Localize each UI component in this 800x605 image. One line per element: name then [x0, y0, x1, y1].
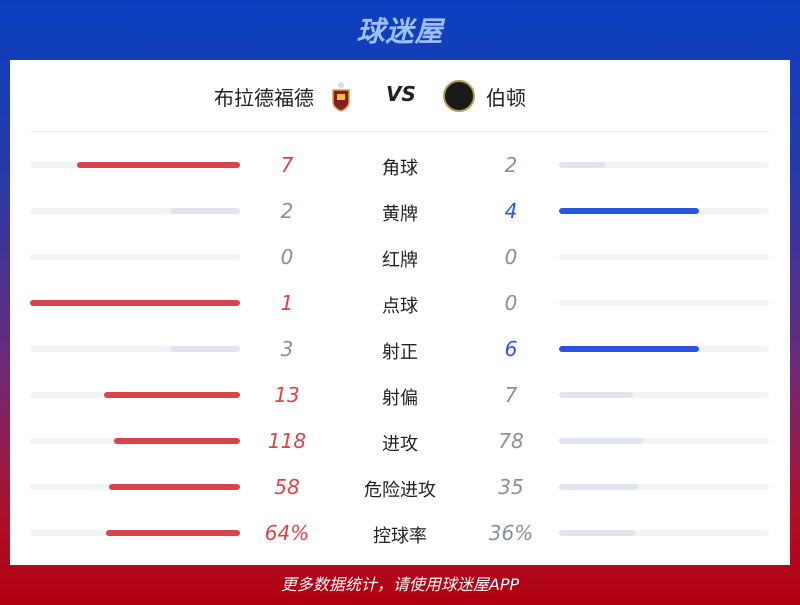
home-team-crest-icon	[332, 82, 350, 112]
stat-label: 射正	[382, 342, 418, 363]
home-bar-track	[30, 392, 240, 398]
stat-row: 1 点球 0	[10, 289, 790, 319]
home-value: 118	[267, 429, 307, 453]
away-bar-fill	[559, 438, 643, 444]
away-value: 2	[504, 153, 518, 177]
away-bar-track	[559, 392, 769, 398]
home-bar-fill	[103, 392, 240, 398]
home-bar-track	[30, 162, 240, 168]
away-bar-fill	[559, 530, 635, 536]
home-bar-track	[30, 438, 240, 444]
stat-row: 7 角球 2	[10, 151, 790, 181]
away-bar-fill	[559, 208, 699, 214]
home-bar-track	[30, 208, 240, 214]
home-value: 13	[274, 383, 300, 407]
home-value: 58	[274, 475, 300, 499]
home-bar-fill	[76, 162, 240, 168]
home-bar-fill	[30, 300, 240, 306]
away-bar-track	[559, 484, 769, 490]
away-bar-track	[559, 162, 769, 168]
home-value: 7	[280, 153, 294, 177]
stat-label: 控球率	[373, 526, 427, 547]
stat-label: 角球	[382, 158, 418, 179]
home-value: 2	[280, 199, 294, 223]
away-bar-fill	[559, 392, 633, 398]
home-bar-track	[30, 346, 240, 352]
away-bar-fill	[559, 484, 639, 490]
away-value: 78	[498, 429, 524, 453]
away-value: 36%	[488, 521, 534, 545]
divider	[30, 131, 770, 132]
away-bar-track	[559, 530, 769, 536]
away-value: 0	[504, 245, 518, 269]
home-bar-track	[30, 484, 240, 490]
away-value: 6	[504, 337, 518, 361]
away-bar-track	[559, 346, 769, 352]
home-bar-fill	[113, 438, 240, 444]
away-team-name: 伯顿	[486, 86, 526, 110]
brand-logo: 球迷屋	[356, 15, 444, 48]
stat-label: 危险进攻	[364, 480, 436, 501]
footer-promo[interactable]: 更多数据统计，请使用球迷屋APP	[280, 575, 520, 594]
home-value: 64%	[264, 521, 310, 545]
home-bar-fill	[170, 346, 240, 352]
stat-label: 射偏	[382, 388, 418, 409]
stat-row: 3 射正 6	[10, 335, 790, 365]
away-value: 35	[498, 475, 524, 499]
home-bar-track	[30, 530, 240, 536]
stat-row: 13 射偏 7	[10, 381, 790, 411]
away-bar-fill	[559, 346, 699, 352]
stats-card: 布拉德福德 VS 伯顿 7 角球 2 2 黄牌 4 0 红牌 0 1 点球 0 …	[10, 60, 790, 565]
stat-row: 0 红牌 0	[10, 243, 790, 273]
away-value: 4	[504, 199, 518, 223]
away-bar-track	[559, 300, 769, 306]
stat-label: 黄牌	[382, 204, 418, 225]
away-bar-track	[559, 254, 769, 260]
stat-label: 进攻	[382, 434, 418, 455]
away-bar-fill	[559, 162, 606, 168]
stat-label: 红牌	[382, 250, 418, 271]
home-bar-track	[30, 300, 240, 306]
home-value: 1	[280, 291, 294, 315]
stat-row: 118 进攻 78	[10, 427, 790, 457]
away-value: 0	[504, 291, 518, 315]
home-bar-fill	[170, 208, 240, 214]
home-team-name: 布拉德福德	[214, 86, 314, 110]
away-bar-track	[559, 438, 769, 444]
stat-row: 2 黄牌 4	[10, 197, 790, 227]
home-bar-fill	[109, 484, 240, 490]
vs-label: VS	[386, 82, 416, 106]
stat-label: 点球	[382, 296, 418, 317]
away-team-crest-icon	[443, 80, 475, 112]
home-bar-fill	[105, 530, 240, 536]
away-value: 7	[504, 383, 518, 407]
home-bar-track	[30, 254, 240, 260]
home-value: 3	[280, 337, 294, 361]
teams-header: 布拉德福德 VS 伯顿	[10, 60, 790, 132]
stat-row: 64% 控球率 36%	[10, 519, 790, 549]
away-bar-track	[559, 208, 769, 214]
home-value: 0	[280, 245, 294, 269]
stat-row: 58 危险进攻 35	[10, 473, 790, 503]
